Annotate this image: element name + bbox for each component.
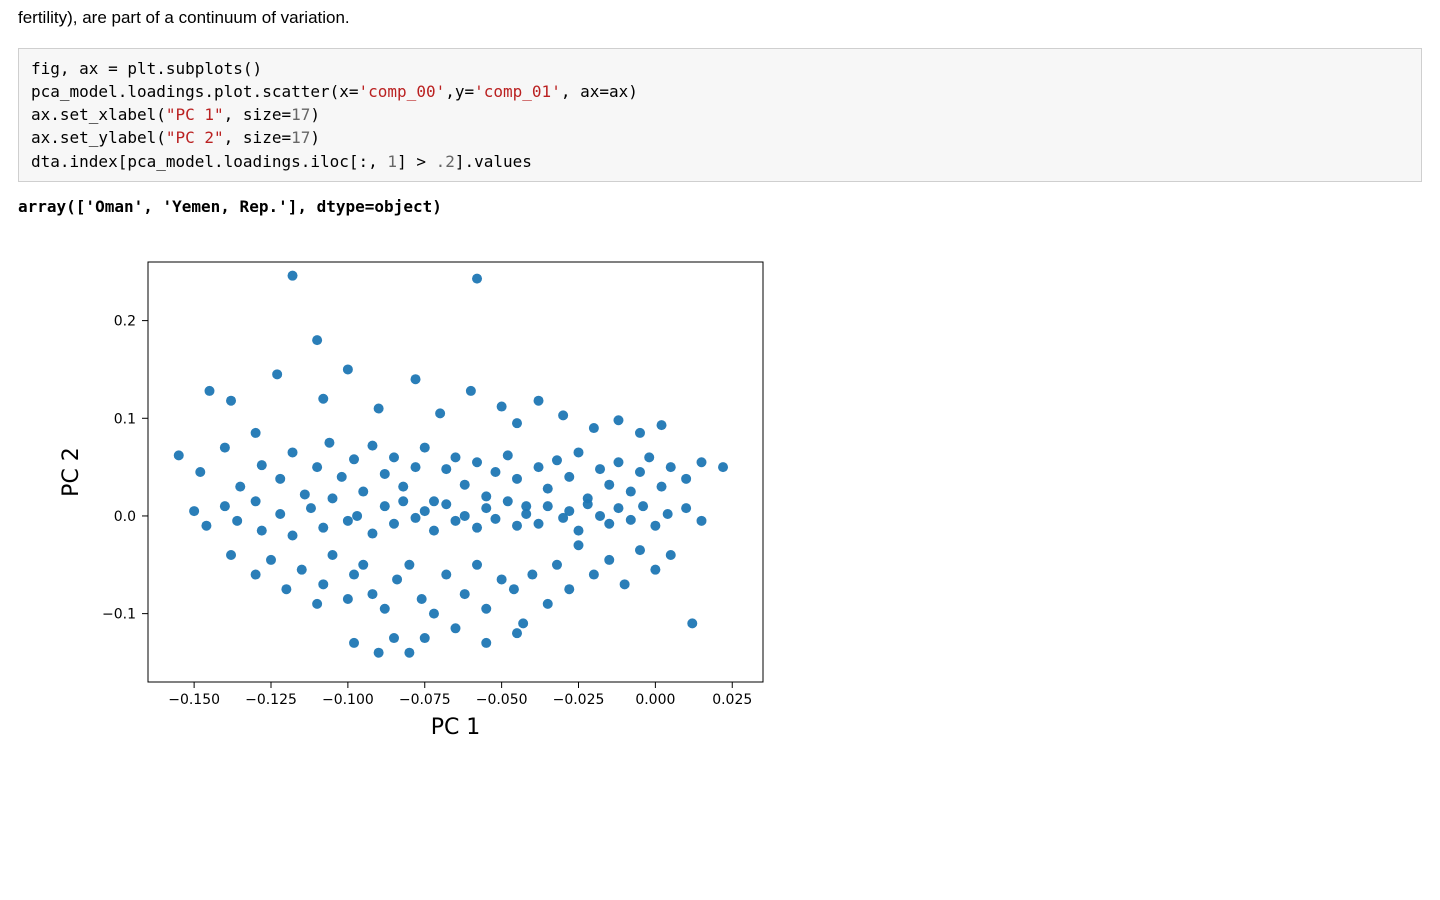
- svg-text:−0.150: −0.150: [168, 692, 220, 708]
- svg-text:0.025: 0.025: [712, 692, 752, 708]
- svg-text:−0.125: −0.125: [245, 692, 297, 708]
- svg-text:−0.025: −0.025: [553, 692, 605, 708]
- svg-text:PC 1: PC 1: [431, 715, 481, 740]
- svg-text:0.000: 0.000: [635, 692, 675, 708]
- svg-text:−0.075: −0.075: [399, 692, 451, 708]
- svg-text:−0.1: −0.1: [102, 607, 136, 623]
- svg-text:−0.100: −0.100: [322, 692, 374, 708]
- svg-text:0.2: 0.2: [114, 314, 136, 330]
- code-cell: fig, ax = plt.subplots() pca_model.loadi…: [18, 48, 1422, 182]
- svg-text:0.0: 0.0: [114, 509, 136, 525]
- intro-text: fertility), are part of a continuum of v…: [18, 6, 1422, 30]
- svg-text:−0.050: −0.050: [476, 692, 528, 708]
- svg-text:PC 2: PC 2: [59, 447, 84, 497]
- svg-text:0.1: 0.1: [114, 411, 136, 427]
- pca-scatter-chart: −0.150−0.125−0.100−0.075−0.050−0.0250.00…: [18, 232, 1422, 752]
- output-text: array(['Oman', 'Yemen, Rep.'], dtype=obj…: [18, 196, 1422, 218]
